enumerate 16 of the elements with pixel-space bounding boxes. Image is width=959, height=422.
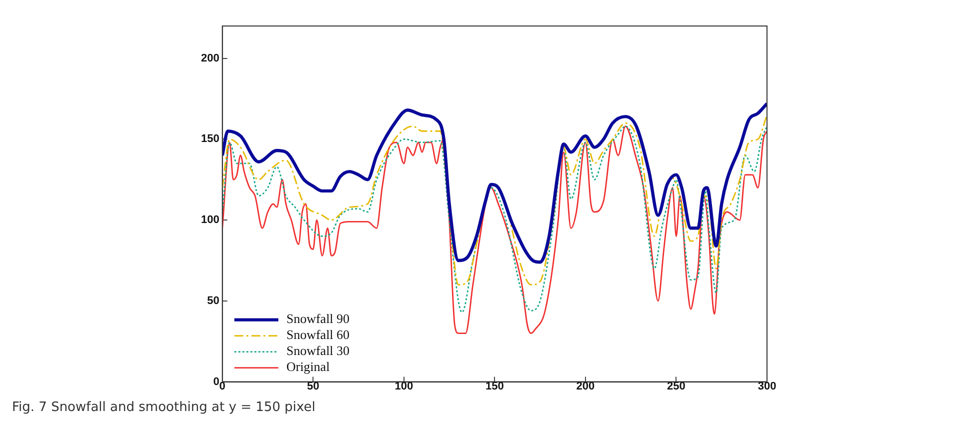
legend-label: Snowfall 60 [286, 327, 350, 342]
x-tick-label: 100 [394, 380, 414, 392]
x-tick-label: 300 [758, 380, 776, 392]
line-series [222, 102, 767, 264]
y-tick-label: 200 [200, 52, 220, 64]
y-tick-label: 50 [207, 294, 220, 307]
legend-label: Snowfall 90 [286, 311, 350, 326]
y-tick-label: 100 [200, 214, 220, 226]
y-tick-label: 150 [200, 133, 220, 146]
legend-label: Snowfall 30 [286, 343, 350, 358]
x-tick-label: 200 [576, 380, 595, 392]
x-tick-label: 250 [667, 380, 686, 392]
x-tick-label: 50 [307, 380, 320, 392]
caption: Fig. 7 Snowfall and smoothing at y = 150 pixel [11, 399, 316, 417]
x-tick-label: 150 [485, 380, 504, 392]
legend-label: Original [286, 359, 330, 374]
